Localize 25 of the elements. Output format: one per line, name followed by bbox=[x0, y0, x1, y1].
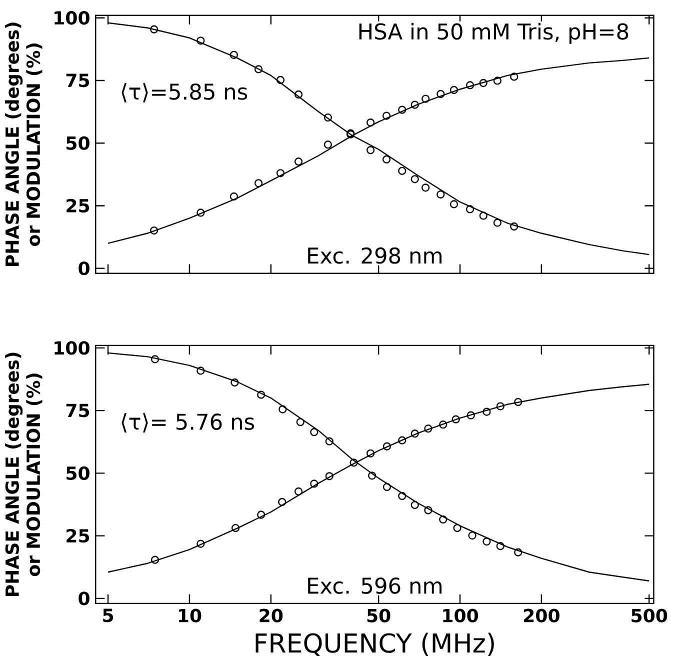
y-tick-label: 0 bbox=[78, 262, 90, 276]
annotation: Exc. 298 nm bbox=[308, 247, 442, 264]
x-tick-label: 100 bbox=[443, 608, 478, 622]
x-tick-label: 5 bbox=[103, 608, 114, 622]
y-tick-label: 0 bbox=[78, 592, 90, 606]
x-axis-title: FREQUENCY (MHz) bbox=[256, 632, 494, 656]
y-axis-title: PHASE ANGLE (degrees) or MODULATION (%) bbox=[5, 22, 42, 266]
x-tick-label: 50 bbox=[367, 608, 390, 622]
x-tick-label: 200 bbox=[524, 608, 560, 622]
y-tick-label: 100 bbox=[54, 341, 90, 355]
y-tick-label: 75 bbox=[66, 74, 90, 88]
x-tick-label: 500 bbox=[632, 608, 668, 622]
annotation: Exc. 596 nm bbox=[308, 577, 442, 594]
y-tick-label: 25 bbox=[66, 528, 90, 543]
annotation: ⟨τ⟩=5.85 ns bbox=[122, 83, 248, 102]
y-tick-label: 50 bbox=[66, 466, 90, 480]
y-axis-title: PHASE ANGLE (degrees) or MODULATION (%) bbox=[5, 352, 42, 596]
annotation: ⟨τ⟩= 5.76 ns bbox=[122, 413, 254, 433]
annotation: HSA in 50 mM Tris, pH=8 bbox=[359, 22, 628, 44]
x-tick-label: 20 bbox=[260, 608, 283, 622]
y-tick-label: 25 bbox=[66, 198, 90, 213]
y-tick-label: 100 bbox=[54, 11, 90, 25]
y-tick-label: 50 bbox=[66, 136, 90, 150]
x-tick-label: 10 bbox=[178, 608, 202, 622]
y-tick-label: 75 bbox=[66, 404, 90, 418]
